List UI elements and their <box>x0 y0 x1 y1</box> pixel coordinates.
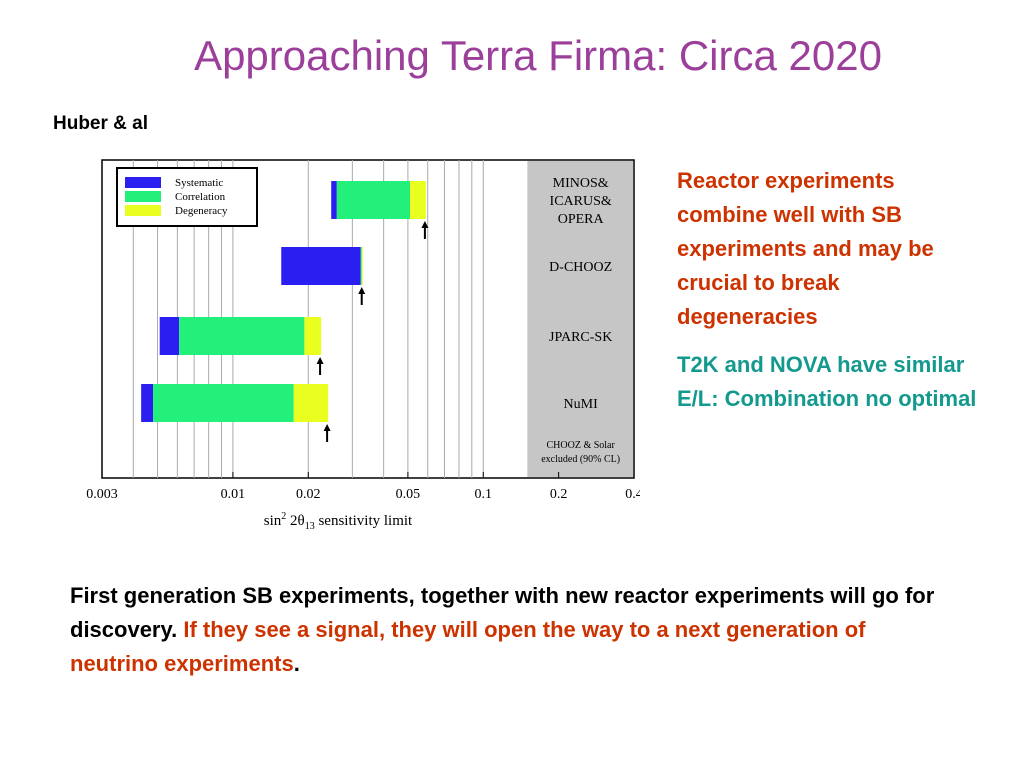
experiment-label: NuMI <box>564 397 599 412</box>
limit-arrowhead <box>323 424 331 431</box>
bar-degeneracy <box>304 317 322 355</box>
bar-systematic <box>141 384 154 422</box>
experiment-label: MINOS& <box>553 176 609 191</box>
x-tick-label: 0.02 <box>296 487 321 502</box>
reactor-note: Reactor experiments combine well with SB… <box>677 168 934 329</box>
bar-systematic <box>281 247 361 285</box>
conclusion-highlight: If they see a signal, they will open the… <box>70 617 866 676</box>
conclusion-end: . <box>293 651 300 676</box>
author-credit: Huber & al <box>53 113 149 134</box>
slide-title: Approaching Terra Firma: Circa 2020 <box>194 32 882 79</box>
legend-swatch-systematic <box>125 177 161 188</box>
legend-label-correlation: Correlation <box>175 191 226 203</box>
bar-systematic <box>159 317 180 355</box>
experiment-label: D-CHOOZ <box>549 260 612 275</box>
chart-legend: Systematic Correlation Degeneracy <box>116 167 258 227</box>
excluded-label-line1: CHOOZ & Solar <box>547 440 616 451</box>
bar-degeneracy <box>410 181 426 219</box>
bar-correlation <box>360 247 362 285</box>
sensitivity-chart: CHOOZ & Solar excluded (90% CL) MINOS&ICA… <box>86 159 640 532</box>
excluded-label-line2: excluded (90% CL) <box>541 454 620 465</box>
bar-correlation <box>179 317 305 355</box>
experiment-label: ICARUS& <box>550 194 612 209</box>
bar-degeneracy <box>361 247 363 285</box>
conclusion-plain: First generation SB experiments, togethe… <box>70 583 935 642</box>
x-tick-label: 0.003 <box>86 487 118 502</box>
experiment-label: JPARC-SK <box>549 330 612 345</box>
conclusion-text: First generation SB experiments, togethe… <box>70 579 950 681</box>
legend-label-degeneracy: Degeneracy <box>175 205 228 217</box>
excluded-region <box>527 161 633 477</box>
x-tick-label: 0.2 <box>550 487 568 502</box>
x-axis-label: sin2 2θ13 sensitivity limit <box>264 511 413 532</box>
limit-arrowhead <box>316 357 324 364</box>
limit-arrowhead <box>421 221 429 228</box>
x-tick-label: 0.1 <box>475 487 493 502</box>
bar-degeneracy <box>293 384 329 422</box>
bar-correlation <box>336 181 411 219</box>
x-tick-label: 0.4 <box>625 487 640 502</box>
bar-systematic <box>331 181 337 219</box>
legend-label-systematic: Systematic <box>175 177 223 189</box>
legend-swatch-correlation <box>125 191 161 202</box>
bar-correlation <box>153 384 294 422</box>
t2k-nova-note: T2K and NOVA have similar E/L: Combinati… <box>677 352 977 411</box>
x-tick-label: 0.01 <box>221 487 246 502</box>
experiment-label: OPERA <box>558 212 605 227</box>
limit-arrowhead <box>358 287 366 294</box>
legend-swatch-degeneracy <box>125 205 161 216</box>
x-tick-label: 0.05 <box>396 487 421 502</box>
